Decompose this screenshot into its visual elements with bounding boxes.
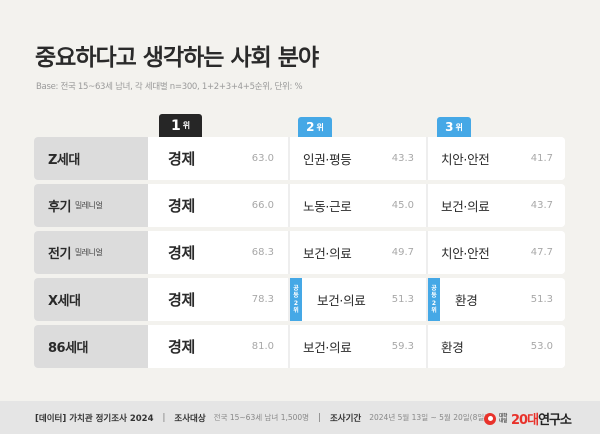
item-name: 보건·의료 [303, 340, 352, 355]
generation-label: X세대 [34, 278, 148, 321]
rank-3-cell: 치안·안전 47.7 [426, 231, 565, 274]
item-name: 환경 [441, 340, 464, 355]
tie-badge-text: 2 [431, 299, 437, 307]
table-row: 후기 밀레니얼 경제 66.0 노동·근로 45.0 보건·의료 43.7 [34, 184, 565, 227]
rank-3-cell: 환경 53.0 [426, 325, 565, 368]
rank-1-cell: 경제 66.0 [148, 184, 288, 227]
generation-name: 후기 [48, 200, 71, 215]
item-value: 43.3 [391, 153, 414, 164]
item-value: 63.0 [251, 153, 274, 164]
item-name: 노동·근로 [303, 199, 352, 214]
item-value: 66.0 [251, 200, 274, 211]
rank-3-cell: 공 동 2 위 환경 51.3 [426, 278, 565, 321]
rank-number: 3 [445, 120, 454, 134]
item-value: 45.0 [391, 200, 414, 211]
tie-badge-text: 공 [431, 284, 437, 292]
footer-bar: [데이터] 가치관 정기조사 2024 | 조사대상 전국 15~63세 남녀 … [0, 401, 600, 434]
item-name: 인권·평등 [303, 152, 352, 167]
table-row: 86세대 경제 81.0 보건·의료 59.3 환경 53.0 [34, 325, 565, 368]
logo-small-text: 대학 내일 [499, 414, 509, 424]
item-value: 51.3 [530, 294, 553, 305]
rank-3-cell: 치안·안전 41.7 [426, 137, 565, 180]
generation-label: Z세대 [34, 137, 148, 180]
item-value: 43.7 [530, 200, 553, 211]
rank-2-cell: 노동·근로 45.0 [288, 184, 426, 227]
tie-badge-text: 동 [431, 292, 437, 299]
rank-2-cell: 보건·의료 59.3 [288, 325, 426, 368]
brand-logo: 대학 내일 20대 연구소 [484, 409, 572, 428]
rank-number: 1 [170, 117, 181, 134]
rank-2-cell: 공 동 2 위 보건·의료 51.3 [288, 278, 426, 321]
tie-badge: 공 동 2 위 [428, 278, 440, 321]
tie-badge-text: 위 [431, 307, 437, 314]
item-value: 81.0 [251, 341, 274, 352]
item-value: 68.3 [251, 247, 274, 258]
rank-suffix: 위 [316, 122, 324, 132]
tie-badge-text: 공 [293, 284, 299, 292]
item-value: 78.3 [251, 294, 274, 305]
target-value: 전국 15~63세 남녀 1,500명 [213, 413, 310, 422]
rank-2-cell: 인권·평등 43.3 [288, 137, 426, 180]
generation-name: 전기 [48, 247, 71, 262]
rank-1-cell: 경제 63.0 [148, 137, 288, 180]
item-name: 경제 [168, 338, 196, 356]
rank-suffix: 위 [182, 121, 191, 130]
item-name: 보건·의료 [317, 293, 366, 308]
tie-badge-text: 2 [293, 299, 299, 307]
generation-label: 후기 밀레니얼 [34, 184, 148, 227]
generation-label: 전기 밀레니얼 [34, 231, 148, 274]
logo-small-bottom: 내일 [499, 418, 508, 424]
rank-1-cell: 경제 81.0 [148, 325, 288, 368]
rank-number: 2 [306, 120, 315, 134]
item-value: 49.7 [391, 247, 414, 258]
base-note: Base: 전국 15~63세 남녀, 각 세대별 n=300, 1+2+3+4… [36, 82, 303, 92]
item-name: 보건·의료 [441, 199, 490, 214]
period-value: 2024년 5월 13일 ~ 5월 20일(8일간) [369, 413, 495, 422]
generation-name: Z세대 [48, 153, 80, 168]
item-name: 치안·안전 [441, 246, 490, 261]
rank-2-cell: 보건·의료 49.7 [288, 231, 426, 274]
item-value: 51.3 [391, 294, 414, 305]
target-label: 조사대상 [174, 413, 206, 424]
item-name: 경제 [168, 244, 196, 262]
generation-sub: 밀레니얼 [74, 248, 103, 257]
table-row: 전기 밀레니얼 경제 68.3 보건·의료 49.7 치안·안전 47.7 [34, 231, 565, 274]
divider: | [162, 412, 166, 423]
page-title: 중요하다고 생각하는 사회 분야 [35, 45, 319, 71]
item-name: 치안·안전 [441, 152, 490, 167]
rank-1-cell: 경제 78.3 [148, 278, 288, 321]
period-label: 조사기간 [329, 413, 362, 424]
item-value: 41.7 [530, 153, 553, 164]
item-name: 환경 [455, 293, 478, 308]
generation-name: X세대 [48, 294, 81, 309]
tie-badge-text: 위 [293, 307, 299, 314]
logo-rest: 연구소 [538, 413, 572, 428]
item-value: 47.7 [530, 247, 553, 258]
item-name: 경제 [168, 197, 196, 215]
item-value: 53.0 [530, 341, 553, 352]
item-name: 보건·의료 [303, 246, 352, 261]
rank-1-cell: 경제 68.3 [148, 231, 288, 274]
item-name: 경제 [168, 291, 196, 309]
logo-small-top: 대학 [499, 413, 508, 419]
item-name: 경제 [168, 150, 196, 168]
location-pin-icon [484, 412, 496, 425]
tie-badge: 공 동 2 위 [290, 278, 302, 321]
logo-twenty: 20대 [511, 413, 539, 428]
rank-3-cell: 보건·의료 43.7 [426, 184, 565, 227]
divider: | [318, 412, 321, 423]
tie-badge-text: 동 [293, 292, 299, 299]
rank-suffix: 위 [455, 122, 463, 132]
footer-title: [데이터] 가치관 정기조사 2024 [35, 413, 154, 424]
table-row: X세대 경제 78.3 공 동 2 위 보건·의료 51.3 공 동 2 위 환경 5… [34, 278, 565, 321]
generation-sub: 밀레니얼 [74, 201, 103, 210]
item-value: 59.3 [391, 341, 414, 352]
ranking-table: Z세대 경제 63.0 인권·평등 43.3 치안·안전 41.7 후기 밀레니얼 경제… [34, 137, 565, 372]
table-row: Z세대 경제 63.0 인권·평등 43.3 치안·안전 41.7 [34, 137, 565, 180]
generation-name: 86세대 [48, 341, 89, 356]
generation-label: 86세대 [34, 325, 148, 368]
